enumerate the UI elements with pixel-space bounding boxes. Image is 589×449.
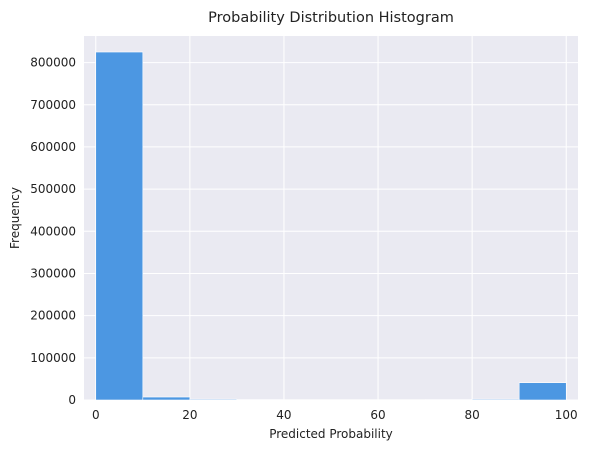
- tick-labels: 0 20 40 60 80 100 0 100000 200000 300000 400000 500…: [30, 56, 578, 422]
- y-tick-label: 100000: [30, 351, 76, 365]
- histogram-bars: [95, 51, 567, 401]
- plot-area: [84, 36, 578, 400]
- y-tick-label: 700000: [30, 98, 76, 112]
- y-tick-label: 200000: [30, 309, 76, 323]
- y-axis-label: Frequency: [8, 187, 22, 249]
- histogram-bar: [471, 398, 520, 401]
- chart-title: Probability Distribution Histogram: [208, 10, 454, 26]
- y-tick-label: 600000: [30, 140, 76, 154]
- y-tick-label: 800000: [30, 56, 76, 70]
- grid-lines: [84, 36, 578, 401]
- x-tick-label: 60: [370, 408, 385, 422]
- y-tick-label: 400000: [30, 224, 76, 238]
- histogram-bar: [189, 398, 238, 401]
- y-tick-label: 500000: [30, 182, 76, 196]
- histogram-bar: [518, 382, 567, 401]
- x-tick-label: 40: [276, 408, 291, 422]
- x-tick-label: 100: [555, 408, 578, 422]
- histogram-bar: [142, 396, 191, 401]
- histogram-bar: [95, 51, 144, 401]
- x-tick-label: 0: [92, 408, 100, 422]
- x-axis-label: Predicted Probability: [269, 427, 393, 441]
- x-tick-label: 80: [465, 408, 480, 422]
- y-tick-label: 0: [68, 393, 76, 407]
- y-tick-label: 300000: [30, 266, 76, 280]
- x-tick-label: 20: [182, 408, 197, 422]
